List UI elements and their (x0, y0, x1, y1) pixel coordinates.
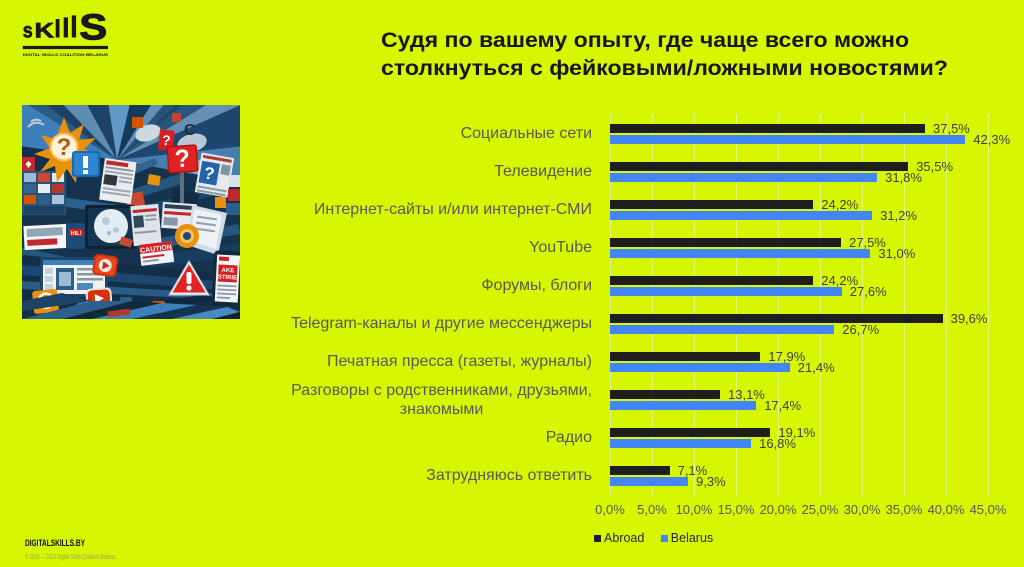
svg-text:?: ? (174, 144, 191, 173)
svg-text:?: ? (202, 163, 216, 184)
svg-text:S: S (79, 8, 107, 47)
svg-text:C: C (184, 122, 196, 139)
svg-text:CAUTION: CAUTION (140, 244, 173, 255)
svg-text:s: s (23, 18, 33, 42)
svg-text:K: K (35, 18, 55, 42)
svg-text:AKE: AKE (221, 268, 234, 275)
svg-text:?: ? (57, 134, 72, 161)
svg-text:?: ? (161, 132, 171, 149)
svg-text:HIL!: HIL! (71, 231, 82, 237)
svg-text:DIGITAL SKILLS COALITION BELAR: DIGITAL SKILLS COALITION BELARUS (23, 53, 109, 57)
svg-text:STIRIE: STIRIE (218, 275, 238, 282)
